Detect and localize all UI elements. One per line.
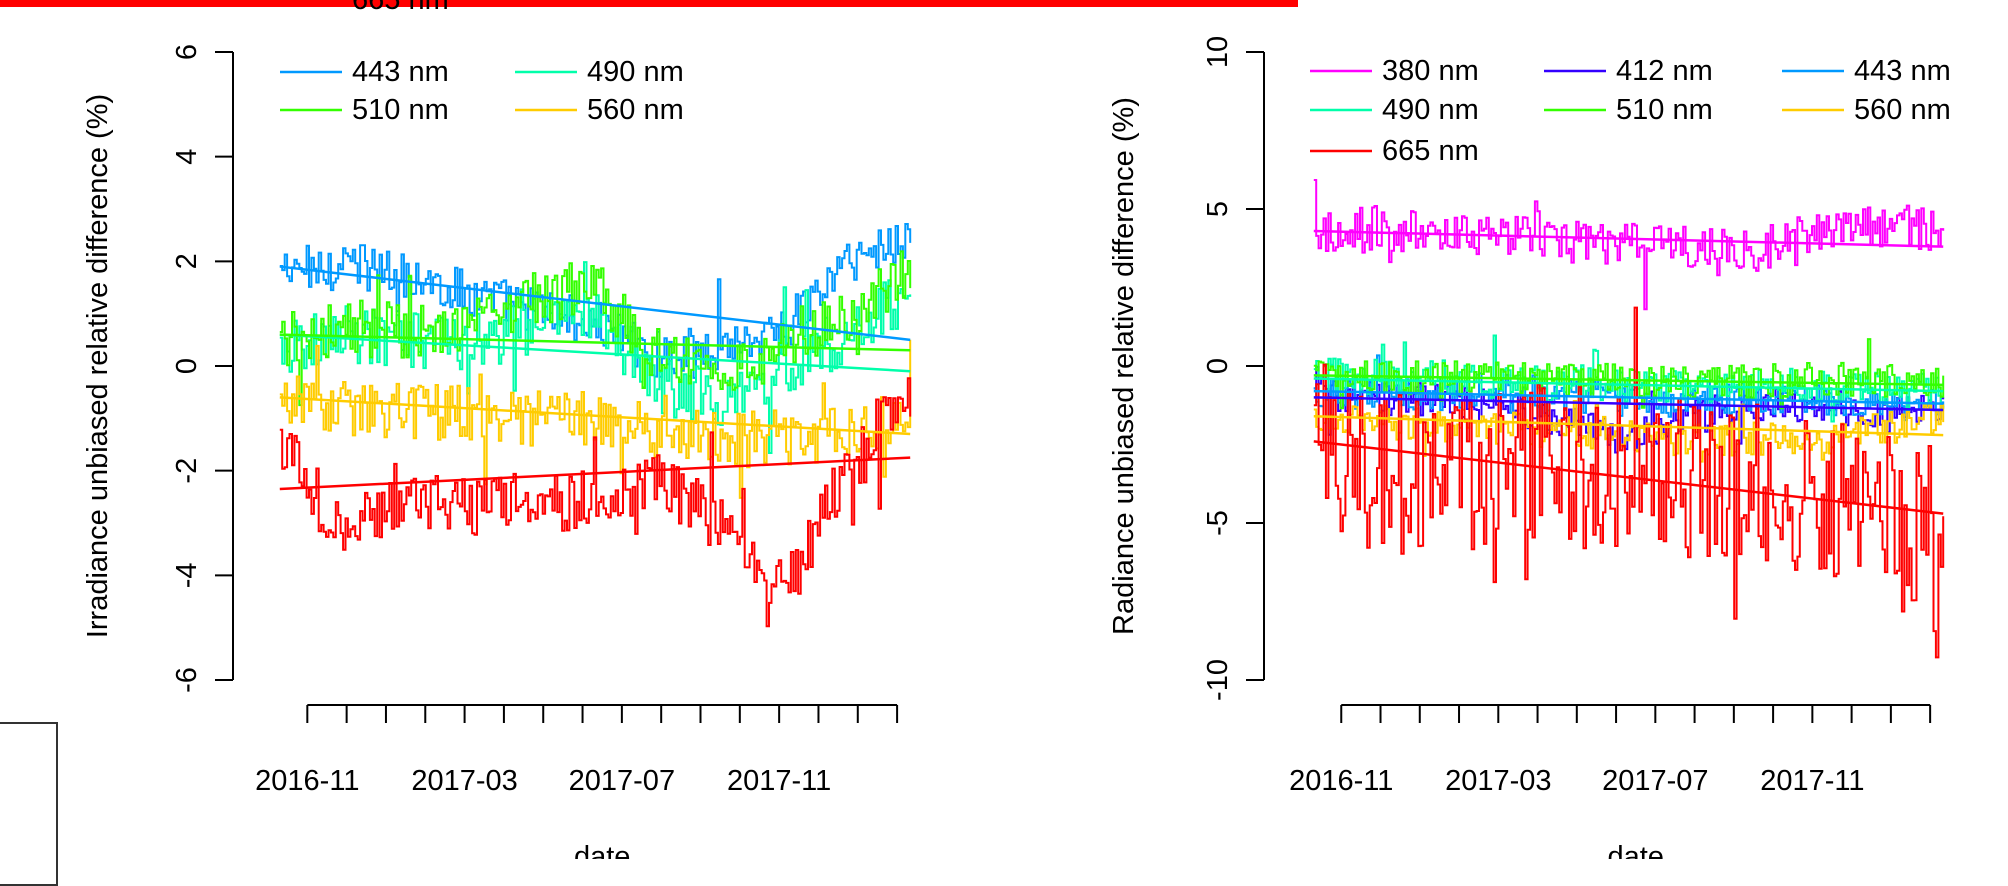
irradiance-y-tick-label: -4 — [171, 562, 203, 588]
radiance-y-axis-label: Radiance unbiased relative difference (%… — [1108, 97, 1140, 635]
radiance-trend-665-nm — [1313, 440, 1944, 515]
irradiance-y-tick-label: 6 — [171, 44, 203, 60]
radiance-x-tick-label: 2017-07 — [1602, 765, 1708, 797]
radiance-panel: -10 -5 0 5 10 Radiance unbiased relative diff… — [1108, 36, 1951, 859]
radiance-x-tick-label: 2017-03 — [1445, 765, 1551, 797]
irradiance-legend-label: 560 nm — [587, 94, 684, 126]
irradiance-legend-label: 443 nm — [352, 56, 449, 88]
irradiance-legend-label: 490 nm — [587, 56, 684, 88]
radiance-y-tick-label: -10 — [1202, 659, 1234, 701]
irradiance-x-tick-label: 2017-11 — [727, 765, 831, 797]
radiance-trend-443-nm — [1313, 389, 1944, 405]
radiance-legend-label: 412 nm — [1616, 55, 1713, 87]
radiance-trend-490-nm — [1313, 377, 1944, 393]
irradiance-x-tick-label: 2017-07 — [569, 765, 675, 797]
radiance-y-tick-label: 0 — [1202, 358, 1234, 374]
radiance-y-tick-label: 10 — [1202, 36, 1234, 68]
radiance-legend-label: 490 nm — [1382, 94, 1479, 126]
radiance-trend-510-nm — [1313, 374, 1944, 387]
radiance-series-665-nm — [1313, 306, 1945, 659]
irradiance-trend-490-nm — [279, 333, 911, 373]
irradiance-trend-443-nm — [279, 265, 911, 342]
charts-canvas: -6 -4 -2 0 2 4 6 Irradiance unbiased relative d… — [82, 0, 1951, 859]
irradiance-y-axis-label: Irradiance unbiased relative difference … — [82, 94, 114, 638]
irradiance-trend-665-nm — [279, 456, 911, 491]
radiance-trend-380-nm — [1313, 229, 1944, 248]
irradiance-y-tick-label: -2 — [171, 458, 203, 484]
irradiance-trend-560-nm — [279, 396, 911, 436]
irradiance-x-tick-label: 2016-11 — [255, 765, 359, 797]
radiance-x-axis-label: date — [1607, 841, 1663, 859]
radiance-y-tick-label: 5 — [1202, 201, 1234, 217]
irradiance-x-tick-label: 2017-03 — [411, 765, 517, 797]
irradiance-y-tick-label: 4 — [171, 149, 203, 165]
irradiance-series-490-nm — [279, 261, 912, 454]
radiance-legend-label: 443 nm — [1854, 55, 1951, 87]
radiance-trend-560-nm — [1313, 414, 1944, 437]
radiance-legend-label: 510 nm — [1616, 94, 1713, 126]
radiance-trend-412-nm — [1313, 396, 1944, 412]
irradiance-series-665-nm — [279, 377, 912, 628]
irradiance-y-tick-label: 2 — [171, 253, 203, 269]
irradiance-legend-label: 510 nm — [352, 94, 449, 126]
radiance-x-tick-label: 2016-11 — [1289, 765, 1393, 797]
radiance-legend-label: 560 nm — [1854, 94, 1951, 126]
radiance-series-380-nm — [1313, 179, 1945, 311]
irradiance-y-tick-label: -6 — [171, 667, 203, 693]
irradiance-legend-label: 665 nm — [352, 0, 449, 16]
irradiance-trend-510-nm — [279, 333, 911, 352]
irradiance-x-axis-label: date — [574, 841, 630, 859]
radiance-legend-label: 665 nm — [1382, 135, 1479, 167]
radiance-legend-label: 380 nm — [1382, 55, 1479, 87]
top-accent-bar — [0, 0, 1298, 7]
radiance-x-tick-label: 2017-11 — [1760, 765, 1864, 797]
radiance-y-tick-label: -5 — [1202, 510, 1234, 536]
irradiance-y-tick-label: 0 — [171, 358, 203, 374]
irradiance-panel: -6 -4 -2 0 2 4 6 Irradiance unbiased relative d… — [82, 0, 912, 859]
